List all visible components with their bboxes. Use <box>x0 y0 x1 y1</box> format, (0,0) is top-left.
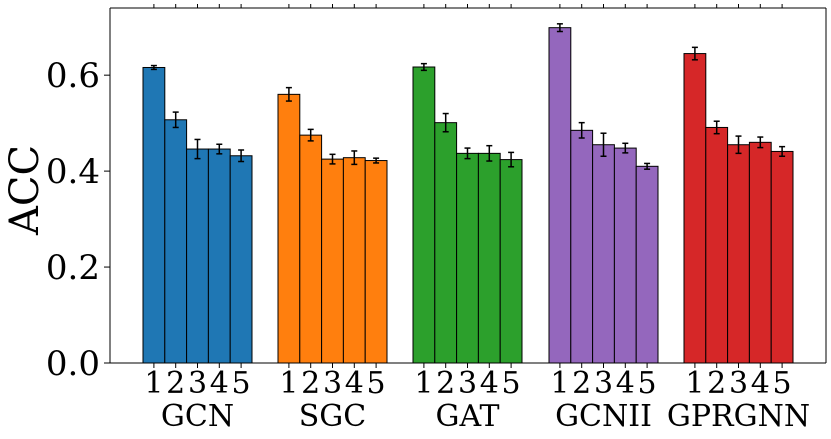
x-tick-label-gat-3: 3 <box>458 366 477 401</box>
x-tick-label-gprgnn-5: 5 <box>773 366 792 401</box>
x-tick-label-gcn-2: 2 <box>166 366 185 401</box>
bar-gprgnn-2 <box>705 126 729 364</box>
x-tick-label-gat-1: 1 <box>414 366 433 401</box>
x-tick-label-gprgnn-4: 4 <box>751 366 770 401</box>
x-tick-label-gprgnn-1: 1 <box>685 366 704 401</box>
group-label-gprgnn: GPRGNN <box>667 399 810 434</box>
axes-layer <box>104 4 827 368</box>
bar-sgc-4 <box>342 157 366 364</box>
group-label-sgc: SGC <box>299 399 366 434</box>
x-tick-label-gcn-5: 5 <box>232 366 251 401</box>
x-tick-label-sgc-3: 3 <box>323 366 342 401</box>
bar-gcnii-5 <box>635 165 659 364</box>
bar-gcnii-4 <box>613 147 637 364</box>
group-label-gcn: GCN <box>161 399 234 434</box>
y-tick-label-1: 0.2 <box>46 248 100 288</box>
bar-gcnii-1 <box>548 27 572 364</box>
y-tick-label-3: 0.6 <box>46 56 100 96</box>
x-tick-label-gcn-4: 4 <box>210 366 229 401</box>
bar-gat-2 <box>434 122 458 364</box>
bar-sgc-3 <box>321 158 344 364</box>
bar-gcnii-2 <box>570 129 594 364</box>
x-tick-label-gcnii-1: 1 <box>550 366 569 401</box>
bar-gat-1 <box>412 66 436 364</box>
bar-gcn-4 <box>207 148 231 364</box>
bar-sgc-2 <box>299 134 323 364</box>
x-tick-label-gcnii-4: 4 <box>616 366 635 401</box>
bar-gcn-5 <box>229 155 253 364</box>
group-label-gcnii: GCNII <box>555 399 652 434</box>
bar-gat-3 <box>456 152 479 364</box>
x-tick-label-gcn-3: 3 <box>188 366 207 401</box>
bar-gat-5 <box>499 159 523 364</box>
y-tick-label-0: 0.0 <box>46 344 100 384</box>
x-tick-label-gcnii-5: 5 <box>638 366 657 401</box>
bar-gcn-1 <box>142 66 166 364</box>
bar-gprgnn-1 <box>683 53 707 364</box>
x-tick-label-sgc-4: 4 <box>345 366 364 401</box>
bar-gcnii-3 <box>592 144 615 364</box>
x-tick-label-gprgnn-3: 3 <box>729 366 748 401</box>
x-tick-label-sgc-2: 2 <box>301 366 320 401</box>
y-axis-label: ACC <box>2 145 48 236</box>
x-tick-label-gprgnn-2: 2 <box>707 366 726 401</box>
y-tick-label-2: 0.4 <box>46 152 100 192</box>
x-tick-label-gcnii-2: 2 <box>572 366 591 401</box>
x-tick-label-gat-4: 4 <box>480 366 499 401</box>
bar-gcn-2 <box>164 119 188 364</box>
x-tick-label-gat-5: 5 <box>502 366 521 401</box>
bar-gprgnn-3 <box>727 144 750 364</box>
bar-sgc-5 <box>364 160 388 364</box>
bars-layer <box>142 23 794 364</box>
bar-gat-4 <box>477 152 501 364</box>
bar-sgc-1 <box>277 93 301 364</box>
x-tick-label-gat-2: 2 <box>436 366 455 401</box>
x-tick-label-gcn-1: 1 <box>144 366 163 401</box>
bar-gprgnn-5 <box>770 150 794 364</box>
group-label-gat: GAT <box>436 399 500 434</box>
x-tick-label-gcnii-3: 3 <box>594 366 613 401</box>
bar-gprgnn-4 <box>748 141 772 364</box>
bar-gcn-3 <box>186 148 209 364</box>
x-tick-label-sgc-5: 5 <box>367 366 386 401</box>
x-tick-label-sgc-1: 1 <box>279 366 298 401</box>
